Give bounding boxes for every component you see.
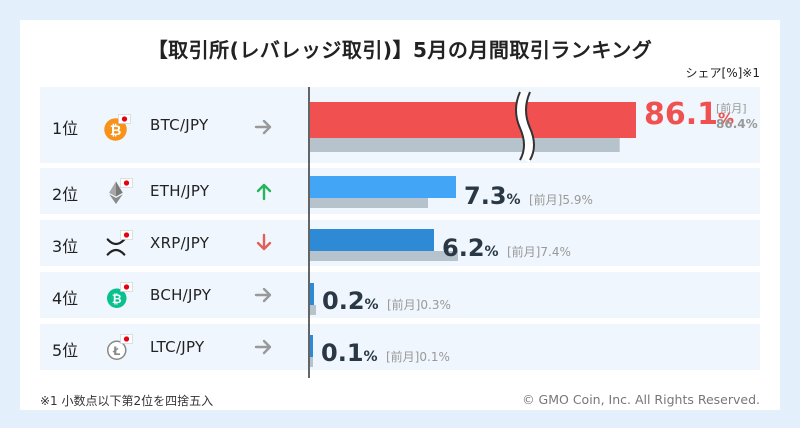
previous-bar-BTC/JPY: [310, 138, 620, 152]
previous-bar-LTC/JPY: [310, 357, 313, 367]
previous-month-value: 86.4%: [716, 117, 758, 131]
value-label: 0.2%: [322, 287, 379, 315]
pair-label: ETH/JPY: [150, 182, 210, 200]
ranking-row-4: 4位 ₿ BCH/JPY: [40, 272, 760, 318]
current-bar-XRP/JPY: [310, 229, 434, 251]
arrow-right-icon: [254, 287, 272, 303]
previous-month-label: [前月]0.1%: [386, 349, 450, 364]
current-bar-BCH/JPY: [310, 283, 314, 305]
previous-month-label: [前月]5.9%: [529, 192, 593, 207]
svg-text:Ł: Ł: [112, 345, 120, 358]
ethereum-icon: [109, 178, 133, 204]
previous-bar-XRP/JPY: [310, 251, 458, 261]
axis-break-mark: [515, 91, 525, 161]
current-bar-BTC/JPY: [310, 102, 636, 138]
pair-label: LTC/JPY: [150, 338, 205, 356]
value-label: 0.1%: [321, 339, 378, 367]
ranking-card: 【取引所(レバレッジ取引)】5月の月間取引ランキング シェア[%]※1 1位 ₿…: [20, 20, 780, 410]
rank-label: 2位: [52, 185, 79, 204]
svg-text:₿: ₿: [110, 123, 122, 139]
xrp-icon: [106, 230, 133, 256]
copyright: © GMO Coin, Inc. All Rights Reserved.: [522, 392, 760, 407]
footnote: ※1 小数点以下第2位を四捨五入: [40, 394, 214, 408]
arrow-up-icon: [256, 183, 272, 201]
previous-month-label: [前月]7.4%: [507, 244, 571, 259]
current-bar-LTC/JPY: [310, 335, 313, 357]
previous-month-label: [前月]: [716, 101, 747, 115]
current-bar-ETH/JPY: [310, 176, 456, 198]
arrow-right-icon: [254, 339, 272, 355]
value-label: 6.2%: [442, 234, 499, 262]
arrow-down-icon: [256, 233, 272, 251]
share-axis-label: シェア[%]※1: [685, 66, 760, 80]
pair-label: BTC/JPY: [150, 116, 209, 134]
share-bar-chart: 86.1%[前月] 86.4% 7.3% [前月]5.9% 6.2% [前月]7.4% 0.…: [308, 87, 758, 378]
value-label: 86.1%: [644, 97, 734, 132]
chart-title: 【取引所(レバレッジ取引)】5月の月間取引ランキング: [147, 38, 653, 62]
bitcoin-icon: ₿: [104, 114, 131, 141]
axis-break-mark: [525, 91, 535, 161]
pair-label: BCH/JPY: [150, 286, 212, 304]
svg-text:₿: ₿: [112, 292, 122, 306]
arrow-right-icon: [254, 119, 272, 135]
ranking-row-5: 5位 Ł LTC/JPY: [40, 324, 760, 370]
rank-label: 1位: [52, 119, 79, 138]
bitcoin-cash-icon: ₿: [107, 282, 133, 308]
value-label: 7.3%: [464, 182, 521, 210]
pair-label: XRP/JPY: [150, 234, 210, 252]
litecoin-icon: Ł: [107, 334, 133, 360]
previous-bar-BCH/JPY: [310, 305, 316, 315]
rank-label: 3位: [52, 237, 79, 256]
rank-label: 4位: [52, 289, 79, 308]
previous-month-label: [前月]0.3%: [387, 297, 451, 312]
previous-bar-ETH/JPY: [310, 198, 428, 208]
rank-label: 5位: [52, 341, 79, 360]
axis-break-gap: [516, 89, 534, 163]
